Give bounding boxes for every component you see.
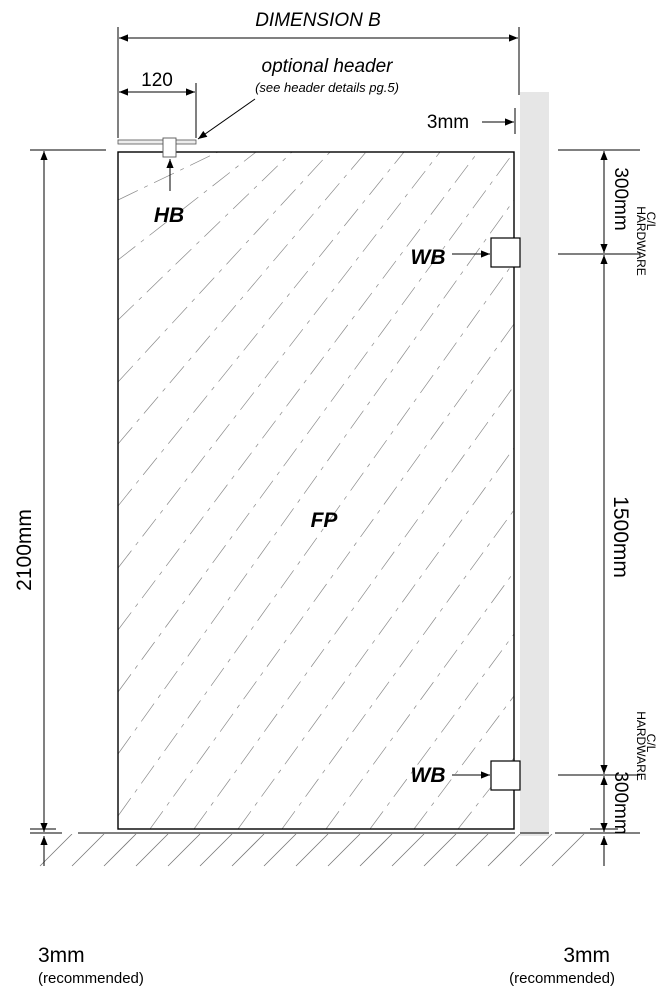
header-bracket (162, 137, 177, 158)
header-leader (197, 98, 256, 140)
optional-header-label: optional header (262, 56, 394, 77)
height-label: 2100mm (13, 509, 36, 591)
glass-hatch (118, 152, 514, 829)
floor-hatch (39, 834, 585, 867)
header-note: (see header details pg.5) (255, 80, 399, 95)
hardware-bottom-cl: C/L (644, 734, 658, 753)
middle-label: 1500mm (609, 496, 632, 578)
glass-panel (117, 151, 515, 830)
bottom-hw-label: 300mm (610, 771, 631, 834)
gap-top-label: 3mm (427, 112, 469, 133)
hb-label: HB (154, 204, 184, 227)
wall-bracket-top (490, 237, 521, 268)
top-hw-label: 300mm (610, 167, 631, 230)
wall (520, 92, 549, 836)
hardware-top-cl: C/L (644, 212, 658, 231)
hardware-bottom-label: HARDWARE (634, 711, 648, 781)
fp-label: FP (311, 509, 339, 532)
wb-bottom-label: WB (411, 764, 446, 787)
dimension-b-label: DIMENSION B (255, 10, 381, 31)
bottom-left-rec: (recommended) (38, 970, 144, 987)
bottom-right-mm: 3mm (563, 944, 610, 967)
header-offset-label: 120 (141, 70, 173, 91)
optional-header-bar (117, 139, 197, 145)
hardware-top-label: HARDWARE (634, 206, 648, 276)
bottom-right-rec: (recommended) (509, 970, 615, 987)
bottom-left-mm: 3mm (38, 944, 85, 967)
wall-bracket-bottom (490, 760, 521, 791)
wb-top-label: WB (411, 246, 446, 269)
